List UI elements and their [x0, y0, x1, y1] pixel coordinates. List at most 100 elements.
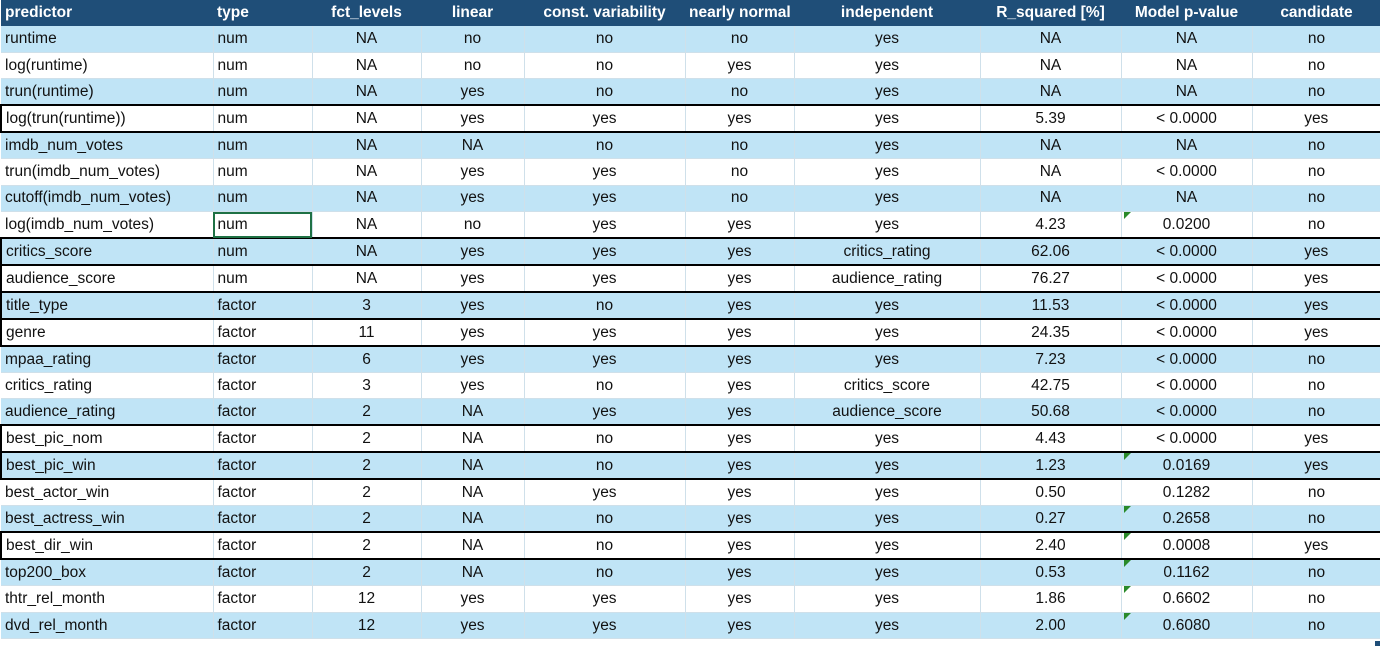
table-cell[interactable]: factor: [213, 346, 313, 374]
table-cell[interactable]: critics_score: [794, 372, 981, 400]
table-cell[interactable]: 42.75: [980, 372, 1122, 400]
table-cell[interactable]: yes: [524, 612, 686, 640]
table-cell[interactable]: 12: [312, 612, 422, 640]
table-cell[interactable]: 62.06: [980, 237, 1122, 267]
table-cell[interactable]: log(imdb_num_votes): [1, 211, 214, 239]
table-cell[interactable]: no: [1252, 185, 1380, 213]
table-cell[interactable]: trun(runtime): [1, 78, 214, 106]
table-cell[interactable]: yes: [1252, 318, 1380, 348]
table-cell[interactable]: yes: [794, 291, 981, 321]
table-cell[interactable]: num: [213, 132, 313, 160]
table-cell[interactable]: < 0.0000: [1121, 158, 1253, 186]
column-header[interactable]: predictor: [1, 0, 213, 26]
table-cell[interactable]: genre: [0, 318, 214, 348]
table-cell[interactable]: 76.27: [980, 264, 1122, 294]
table-cell[interactable]: NA: [980, 78, 1122, 106]
table-cell[interactable]: best_pic_nom: [0, 424, 214, 454]
table-cell[interactable]: yes: [794, 78, 981, 106]
table-cell[interactable]: yes: [421, 185, 525, 213]
table-cell[interactable]: 0.0169: [1121, 451, 1253, 481]
table-cell[interactable]: no: [524, 26, 686, 53]
table-cell[interactable]: 11.53: [980, 291, 1122, 321]
table-cell[interactable]: 3: [312, 291, 422, 321]
table-cell[interactable]: 0.6602: [1121, 585, 1253, 613]
table-cell[interactable]: yes: [685, 346, 795, 374]
table-cell[interactable]: yes: [794, 318, 981, 348]
table-cell[interactable]: yes: [685, 451, 795, 481]
table-cell[interactable]: no: [524, 451, 686, 481]
table-cell[interactable]: title_type: [0, 291, 214, 321]
table-cell[interactable]: yes: [685, 398, 795, 426]
table-cell[interactable]: best_actress_win: [1, 505, 214, 533]
table-cell[interactable]: NA: [1121, 132, 1253, 160]
table-cell[interactable]: yes: [1252, 104, 1380, 134]
table-cell[interactable]: NA: [312, 185, 422, 213]
table-cell[interactable]: yes: [1252, 264, 1380, 294]
table-cell[interactable]: no: [524, 372, 686, 400]
table-cell[interactable]: no: [524, 291, 686, 321]
column-header[interactable]: nearly normal: [685, 0, 794, 26]
table-cell[interactable]: NA: [312, 264, 422, 294]
table-cell[interactable]: yes: [421, 318, 525, 348]
table-cell[interactable]: no: [1252, 78, 1380, 106]
table-cell[interactable]: yes: [421, 264, 525, 294]
table-cell[interactable]: no: [524, 52, 686, 80]
table-cell[interactable]: 0.0008: [1121, 531, 1253, 561]
table-cell[interactable]: no: [685, 26, 795, 53]
table-cell[interactable]: < 0.0000: [1121, 104, 1253, 134]
table-cell[interactable]: no: [685, 132, 795, 160]
table-cell[interactable]: NA: [421, 132, 525, 160]
table-cell[interactable]: 2: [312, 505, 422, 533]
table-cell[interactable]: NA: [312, 237, 422, 267]
table-cell[interactable]: num: [213, 185, 313, 213]
table-cell[interactable]: yes: [1252, 424, 1380, 454]
table-cell[interactable]: no: [1252, 479, 1380, 507]
table-cell[interactable]: NA: [421, 505, 525, 533]
table-cell[interactable]: no: [1252, 26, 1380, 53]
table-cell[interactable]: no: [1252, 52, 1380, 80]
table-cell[interactable]: 0.27: [980, 505, 1122, 533]
table-cell[interactable]: yes: [685, 559, 795, 587]
table-cell[interactable]: yes: [524, 237, 686, 267]
table-cell[interactable]: 0.50: [980, 479, 1122, 507]
table-cell[interactable]: log(runtime): [1, 52, 214, 80]
table-cell[interactable]: < 0.0000: [1121, 424, 1253, 454]
table-cell[interactable]: yes: [794, 346, 981, 374]
table-cell[interactable]: log(trun(runtime)): [0, 104, 214, 134]
table-cell[interactable]: factor: [213, 398, 313, 426]
table-cell[interactable]: yes: [421, 78, 525, 106]
table-cell[interactable]: < 0.0000: [1121, 237, 1253, 267]
table-cell[interactable]: 0.53: [980, 559, 1122, 587]
table-cell[interactable]: num: [213, 104, 313, 134]
table-cell[interactable]: 2: [312, 451, 422, 481]
table-cell[interactable]: yes: [794, 185, 981, 213]
table-cell[interactable]: 0.1282: [1121, 479, 1253, 507]
fill-handle[interactable]: [1375, 641, 1380, 646]
table-cell[interactable]: no: [1252, 585, 1380, 613]
table-cell[interactable]: num: [213, 211, 313, 239]
table-cell[interactable]: yes: [794, 559, 981, 587]
table-cell[interactable]: yes: [685, 264, 795, 294]
table-cell[interactable]: thtr_rel_month: [1, 585, 214, 613]
table-cell[interactable]: yes: [794, 104, 981, 134]
table-cell[interactable]: 0.1162: [1121, 559, 1253, 587]
table-cell[interactable]: 7.23: [980, 346, 1122, 374]
table-cell[interactable]: 2: [312, 479, 422, 507]
table-cell[interactable]: 24.35: [980, 318, 1122, 348]
table-cell[interactable]: yes: [794, 211, 981, 239]
table-cell[interactable]: 2.00: [980, 612, 1122, 640]
table-cell[interactable]: 2: [312, 398, 422, 426]
table-cell[interactable]: no: [1252, 132, 1380, 160]
table-cell[interactable]: yes: [685, 52, 795, 80]
table-cell[interactable]: no: [524, 531, 686, 561]
table-cell[interactable]: num: [213, 264, 313, 294]
table-cell[interactable]: yes: [794, 451, 981, 481]
table-cell[interactable]: 1.23: [980, 451, 1122, 481]
table-cell[interactable]: NA: [312, 104, 422, 134]
table-cell[interactable]: yes: [794, 26, 981, 53]
table-cell[interactable]: NA: [980, 132, 1122, 160]
table-cell[interactable]: yes: [685, 318, 795, 348]
table-cell[interactable]: yes: [794, 158, 981, 186]
table-cell[interactable]: yes: [685, 291, 795, 321]
